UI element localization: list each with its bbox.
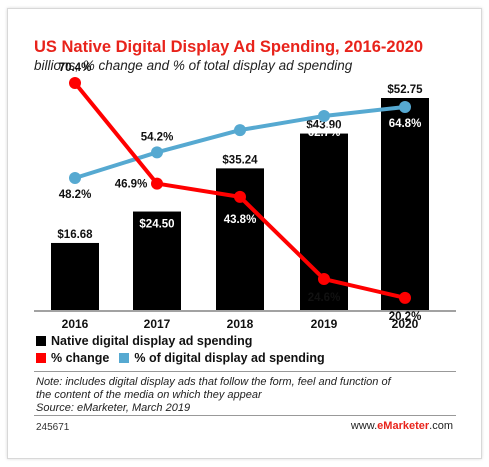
- legend-item-share: % of digital display ad spending: [119, 351, 325, 365]
- note-source: Source: eMarketer, March 2019: [36, 402, 191, 414]
- legend-swatch-change: [36, 353, 46, 363]
- legend-label-bars: Native digital display ad spending: [51, 334, 253, 348]
- x-tick-label-2017: 2017: [144, 317, 171, 331]
- brand-name: eMarketer: [377, 420, 430, 432]
- legend-swatch-share: [119, 353, 130, 363]
- note-line-1: Note: includes digital display ads that …: [36, 376, 391, 388]
- share-label-2016: 48.2%: [59, 189, 92, 201]
- legend-item-bars: Native digital display ad spending: [36, 334, 252, 348]
- share-point-2020: [399, 100, 411, 113]
- share-point-2019: [318, 109, 330, 122]
- legend-label-change: % change: [51, 351, 110, 365]
- brand-link[interactable]: www.eMarketer.com: [351, 420, 453, 432]
- legend-row-1: Native digital display ad spending: [36, 333, 262, 349]
- share-point-2018: [234, 124, 246, 137]
- share-label-2018: 59.4%: [224, 141, 257, 153]
- legend-swatch-bars: [36, 336, 46, 346]
- legend-row-2: % change % of digital display ad spendin…: [36, 350, 335, 366]
- chart-title: US Native Digital Display Ad Spending, 2…: [34, 38, 424, 56]
- bar-2018: [216, 168, 264, 310]
- bar-label-2019: $43.90: [306, 120, 341, 132]
- change-label-2016: 70.4%: [59, 62, 92, 74]
- bar-label-2020: $52.75: [387, 84, 423, 96]
- change-label-2019: 24.6%: [308, 292, 341, 304]
- change-point-2018: [234, 190, 246, 203]
- separator-bottom: [34, 415, 456, 416]
- chart-id: 245671: [36, 422, 70, 433]
- change-point-2019: [318, 273, 330, 286]
- bar-2020: [381, 98, 429, 310]
- bar-label-2017: $24.50: [139, 219, 174, 231]
- x-tick-label-2020: 2020: [392, 317, 419, 331]
- share-label-2019: 62.7%: [308, 127, 341, 139]
- share-point-2017: [151, 146, 163, 159]
- brand-suffix: .com: [429, 420, 453, 432]
- bar-label-2018: $35.24: [222, 154, 258, 166]
- chart-note: Note: includes digital display ads that …: [36, 376, 456, 415]
- separator-top: [34, 371, 456, 372]
- change-point-2016: [69, 77, 81, 89]
- chart-subtitle: billions, % change and % of total displa…: [34, 58, 353, 73]
- x-tick-label-2016: 2016: [62, 317, 89, 331]
- change-point-2020: [399, 291, 411, 304]
- bar-label-2016: $16.68: [57, 229, 93, 241]
- share-label-2020: 64.8%: [389, 118, 422, 130]
- change-label-2020: 20.2%: [389, 311, 422, 323]
- bar-2017: [133, 211, 181, 310]
- bar-2016: [51, 242, 99, 310]
- change-label-2017: 46.9%: [115, 179, 148, 191]
- share-label-2017: 54.2%: [141, 131, 174, 143]
- share-point-2016: [69, 172, 81, 185]
- x-tick-label-2019: 2019: [311, 317, 338, 331]
- legend-label-share: % of digital display ad spending: [134, 351, 325, 365]
- note-line-2: the content of the media on which they a…: [36, 389, 262, 401]
- change-label-2018: 43.8%: [224, 214, 257, 226]
- legend-item-change: % change: [36, 351, 109, 365]
- chart-plot: $16.68 $24.50 $35.24 $43.90 $52.75 70.4% 46.9%…: [34, 62, 456, 331]
- change-point-2017: [151, 177, 163, 190]
- x-tick-label-2018: 2018: [227, 317, 254, 331]
- brand-prefix: www.: [350, 420, 378, 432]
